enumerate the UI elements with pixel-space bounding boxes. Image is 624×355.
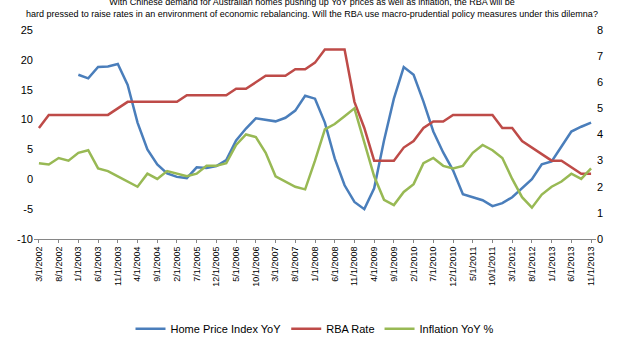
svg-text:3/1/2007: 3/1/2007	[270, 247, 280, 282]
svg-text:12/1/2005: 12/1/2005	[211, 247, 221, 287]
svg-text:7/1/2005: 7/1/2005	[192, 247, 202, 282]
svg-text:With Chinese demand for Austra: With Chinese demand for Australian homes…	[26, 0, 598, 19]
svg-text:8: 8	[597, 24, 603, 36]
svg-text:5/1/2006: 5/1/2006	[231, 247, 241, 282]
svg-text:2/1/2010: 2/1/2010	[409, 247, 419, 282]
svg-text:4/1/2009: 4/1/2009	[369, 247, 379, 282]
svg-text:9/1/2009: 9/1/2009	[389, 247, 399, 282]
svg-text:-10: -10	[17, 233, 33, 245]
svg-text:6: 6	[597, 76, 603, 88]
svg-text:15: 15	[21, 84, 33, 96]
svg-text:7/1/2010: 7/1/2010	[428, 247, 438, 282]
svg-text:Inflation YoY %: Inflation YoY %	[420, 323, 494, 335]
svg-text:1/1/2003: 1/1/2003	[73, 247, 83, 282]
svg-text:2/1/2005: 2/1/2005	[172, 247, 182, 282]
svg-text:3: 3	[597, 154, 603, 166]
svg-text:11/1/2008: 11/1/2008	[349, 247, 359, 286]
svg-text:10/1/2011: 10/1/2011	[487, 247, 497, 286]
svg-text:0: 0	[27, 173, 33, 185]
svg-text:10/1/2006: 10/1/2006	[251, 247, 261, 287]
svg-text:6/1/2003: 6/1/2003	[93, 247, 103, 282]
svg-text:RBA Rate: RBA Rate	[326, 323, 374, 335]
svg-text:5: 5	[597, 102, 603, 114]
svg-text:1/1/2008: 1/1/2008	[310, 247, 320, 282]
svg-text:8/1/2012: 8/1/2012	[527, 247, 537, 282]
svg-text:6/1/2008: 6/1/2008	[330, 247, 340, 282]
svg-text:10: 10	[21, 113, 33, 125]
svg-text:0: 0	[597, 233, 603, 245]
svg-text:5/1/2011: 5/1/2011	[468, 247, 478, 281]
svg-text:11/1/2013: 11/1/2013	[586, 247, 596, 286]
svg-text:-5: -5	[23, 203, 33, 215]
svg-text:25: 25	[21, 24, 33, 36]
svg-text:12/1/2010: 12/1/2010	[448, 247, 458, 287]
svg-text:4/1/2004: 4/1/2004	[132, 247, 142, 282]
svg-text:8/1/2007: 8/1/2007	[290, 247, 300, 282]
svg-text:2: 2	[597, 181, 603, 193]
svg-text:5: 5	[27, 143, 33, 155]
svg-text:3/1/2002: 3/1/2002	[34, 247, 44, 282]
svg-text:7: 7	[597, 50, 603, 62]
svg-text:20: 20	[21, 54, 33, 66]
svg-text:11/1/2003: 11/1/2003	[113, 247, 123, 286]
svg-text:4: 4	[597, 128, 603, 140]
svg-text:3/1/2012: 3/1/2012	[507, 247, 517, 282]
svg-text:1/1/2013: 1/1/2013	[547, 247, 557, 282]
svg-text:Home Price Index YoY: Home Price Index YoY	[171, 323, 282, 335]
svg-text:9/1/2004: 9/1/2004	[152, 247, 162, 282]
svg-text:1: 1	[597, 207, 603, 219]
svg-text:8/1/2002: 8/1/2002	[54, 247, 64, 282]
svg-text:6/1/2013: 6/1/2013	[566, 247, 576, 282]
